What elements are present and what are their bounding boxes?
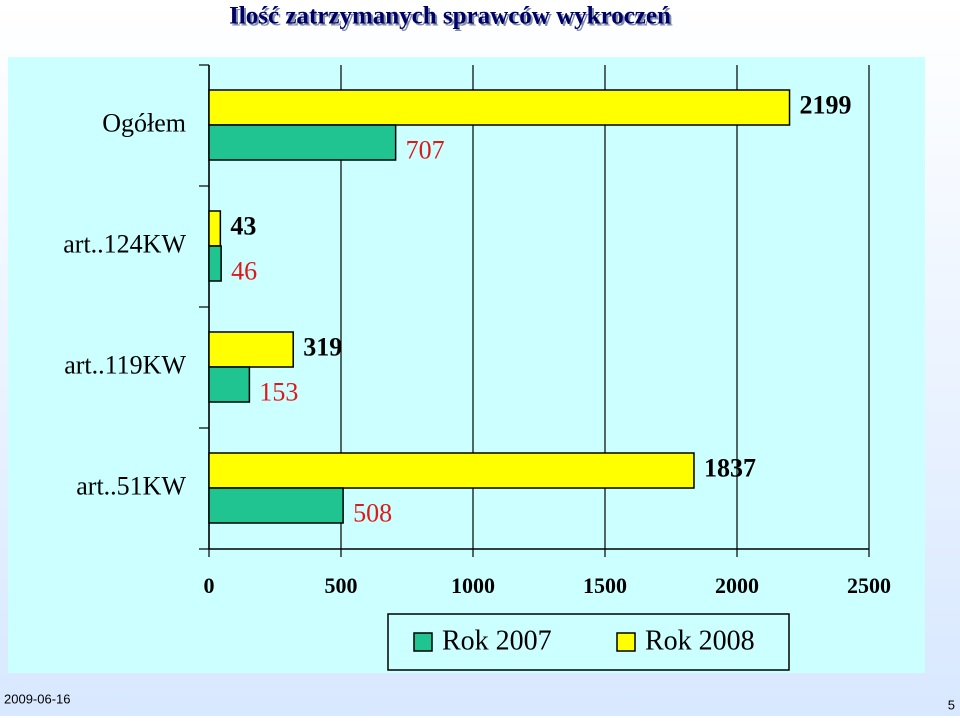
bar <box>208 366 251 403</box>
footer-date: 2009-06-16 <box>4 691 71 706</box>
legend-swatch <box>616 632 636 652</box>
data-label: 46 <box>231 256 257 285</box>
x-tick-label: 0 <box>204 573 215 598</box>
bar <box>208 487 344 524</box>
y-tick-label: art..124KW <box>63 229 186 258</box>
data-label: 1837 <box>704 453 756 482</box>
chart-panel <box>8 57 925 673</box>
bar <box>208 210 222 247</box>
bar <box>208 452 695 489</box>
title-shadow: Ilość zatrzymanych sprawców wykroczeń <box>231 5 673 32</box>
bar <box>208 89 791 126</box>
x-tick-label: 1000 <box>451 573 495 598</box>
y-tick-label: Ogółem <box>102 108 186 137</box>
x-tick-label: 2000 <box>715 573 759 598</box>
bar <box>208 245 222 282</box>
bar <box>208 124 397 161</box>
x-tick-label: 500 <box>325 573 358 598</box>
data-label: 508 <box>353 498 392 527</box>
bar <box>208 331 294 368</box>
data-label: 43 <box>230 211 256 240</box>
y-tick-label: art..51KW <box>76 471 186 500</box>
legend-label: Rok 2007 <box>442 625 552 656</box>
legend-box <box>387 613 790 671</box>
legend-swatch <box>413 632 433 652</box>
legend-label: Rok 2008 <box>645 625 755 656</box>
x-tick-label: 2500 <box>847 573 891 598</box>
y-tick-label: art..119KW <box>64 350 186 379</box>
x-tick-label: 1500 <box>583 573 627 598</box>
data-label: 153 <box>259 377 298 406</box>
footer-page: 5 <box>948 697 955 712</box>
data-label: 319 <box>303 332 342 361</box>
data-label: 2199 <box>800 90 852 119</box>
chart-title: Ilość zatrzymanych sprawców wykroczeń <box>229 3 671 30</box>
data-label: 707 <box>406 135 445 164</box>
